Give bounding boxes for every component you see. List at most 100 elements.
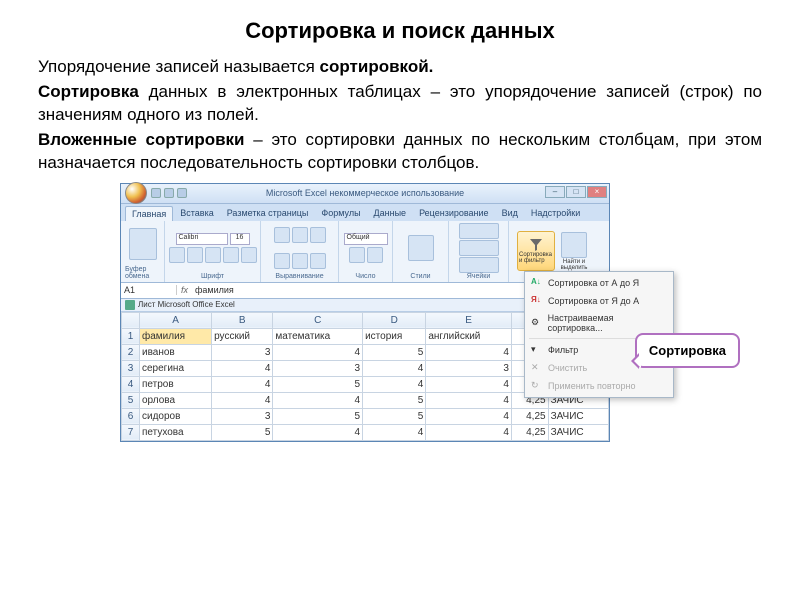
font-name-box[interactable]: Calibri (176, 233, 228, 245)
menu-label: Сортировка от А до Я (548, 278, 639, 288)
cell[interactable]: 5 (273, 408, 363, 424)
align-mid-icon[interactable] (292, 227, 308, 243)
currency-icon[interactable] (349, 247, 365, 263)
col-A[interactable]: A (140, 312, 212, 328)
cell[interactable]: 4 (426, 376, 512, 392)
minimize-button[interactable]: – (545, 186, 565, 198)
row-hdr[interactable]: 4 (122, 376, 140, 392)
border-icon[interactable] (223, 247, 239, 263)
cell[interactable]: 4 (426, 424, 512, 440)
sort-filter-button[interactable]: Сортировка и фильтр (517, 231, 555, 271)
row-hdr[interactable]: 6 (122, 408, 140, 424)
row-hdr[interactable]: 1 (122, 328, 140, 344)
tab-page-layout[interactable]: Разметка страницы (221, 206, 315, 221)
cell[interactable]: английский (426, 328, 512, 344)
formula-value[interactable]: фамилия (192, 285, 237, 295)
menu-sort-az[interactable]: A↓Сортировка от А до Я (525, 274, 673, 292)
insert-icon[interactable] (459, 223, 499, 239)
cell[interactable]: 5 (273, 376, 363, 392)
align-bot-icon[interactable] (310, 227, 326, 243)
tab-addins[interactable]: Надстройки (525, 206, 586, 221)
italic-icon[interactable] (187, 247, 203, 263)
paste-icon[interactable] (129, 228, 157, 260)
cell[interactable]: 4 (273, 344, 363, 360)
sort-button-label: Сортировка и фильтр (519, 252, 553, 264)
cell[interactable]: ЗАЧИС (548, 424, 608, 440)
align-right-icon[interactable] (310, 253, 326, 269)
cell[interactable]: 5 (363, 392, 426, 408)
cell[interactable]: 3 (212, 408, 273, 424)
table-row[interactable]: 6 сидоров 3 5 5 4 4,25 ЗАЧИС (122, 408, 609, 424)
align-top-icon[interactable] (274, 227, 290, 243)
find-select-button[interactable]: Найти и выделить (557, 232, 591, 271)
cell[interactable]: история (363, 328, 426, 344)
cell[interactable]: 4 (212, 360, 273, 376)
tab-insert[interactable]: Вставка (174, 206, 219, 221)
cell[interactable]: 3 (426, 360, 512, 376)
name-box[interactable]: A1 (121, 285, 177, 295)
delete-icon[interactable] (459, 240, 499, 256)
cell[interactable]: петухова (140, 424, 212, 440)
cell[interactable]: 4 (363, 360, 426, 376)
row-hdr[interactable]: 3 (122, 360, 140, 376)
cell[interactable]: 4 (273, 392, 363, 408)
cell[interactable]: 4 (212, 376, 273, 392)
cell[interactable]: математика (273, 328, 363, 344)
cell[interactable]: 4,25 (511, 424, 548, 440)
close-button[interactable]: × (587, 186, 607, 198)
cell[interactable]: 4 (363, 424, 426, 440)
menu-sort-za[interactable]: Я↓Сортировка от Я до А (525, 292, 673, 310)
tab-home[interactable]: Главная (125, 206, 173, 221)
underline-icon[interactable] (205, 247, 221, 263)
styles-icon[interactable] (408, 235, 434, 261)
col-B[interactable]: B (212, 312, 273, 328)
align-center-icon[interactable] (292, 253, 308, 269)
tab-data[interactable]: Данные (368, 206, 413, 221)
row-hdr[interactable]: 5 (122, 392, 140, 408)
col-E[interactable]: E (426, 312, 512, 328)
group-label-clipboard: Буфер обмена (125, 266, 160, 280)
cell[interactable]: 4 (426, 392, 512, 408)
tab-formulas[interactable]: Формулы (315, 206, 366, 221)
menu-custom-sort[interactable]: ⚙Настраиваемая сортировка... (525, 310, 673, 336)
maximize-button[interactable]: □ (566, 186, 586, 198)
font-size-box[interactable]: 16 (230, 233, 250, 245)
cell[interactable]: 4 (426, 408, 512, 424)
cell[interactable]: 4,25 (511, 408, 548, 424)
tab-view[interactable]: Вид (496, 206, 524, 221)
format-icon[interactable] (459, 257, 499, 273)
cell[interactable]: 4 (426, 344, 512, 360)
bold-icon[interactable] (169, 247, 185, 263)
cell[interactable]: 5 (363, 344, 426, 360)
cell[interactable]: петров (140, 376, 212, 392)
corner-cell[interactable] (122, 312, 140, 328)
cell[interactable]: 3 (273, 360, 363, 376)
cell[interactable]: орлова (140, 392, 212, 408)
cell[interactable]: фамилия (140, 328, 212, 344)
cell[interactable]: 5 (363, 408, 426, 424)
cell[interactable]: 4 (363, 376, 426, 392)
cell[interactable]: иванов (140, 344, 212, 360)
cell[interactable]: русский (212, 328, 273, 344)
col-C[interactable]: C (273, 312, 363, 328)
cell[interactable]: 3 (212, 344, 273, 360)
number-format-box[interactable]: Общий (344, 233, 388, 245)
row-hdr[interactable]: 7 (122, 424, 140, 440)
cell[interactable]: 5 (212, 424, 273, 440)
percent-icon[interactable] (367, 247, 383, 263)
col-D[interactable]: D (363, 312, 426, 328)
menu-reapply: ↻Применить повторно (525, 377, 673, 395)
fx-icon[interactable]: fx (177, 285, 192, 295)
table-row[interactable]: 7 петухова 5 4 4 4 4,25 ЗАЧИС (122, 424, 609, 440)
align-left-icon[interactable] (274, 253, 290, 269)
tab-review[interactable]: Рецензирование (413, 206, 495, 221)
window-title: Microsoft Excel некоммерческое использов… (121, 188, 609, 198)
row-hdr[interactable]: 2 (122, 344, 140, 360)
cell[interactable]: серегина (140, 360, 212, 376)
cell[interactable]: ЗАЧИС (548, 408, 608, 424)
cell[interactable]: 4 (273, 424, 363, 440)
cell[interactable]: 4 (212, 392, 273, 408)
fill-color-icon[interactable] (241, 247, 257, 263)
cell[interactable]: сидоров (140, 408, 212, 424)
p2b: данных в электронных таблицах – это упор… (38, 82, 762, 124)
